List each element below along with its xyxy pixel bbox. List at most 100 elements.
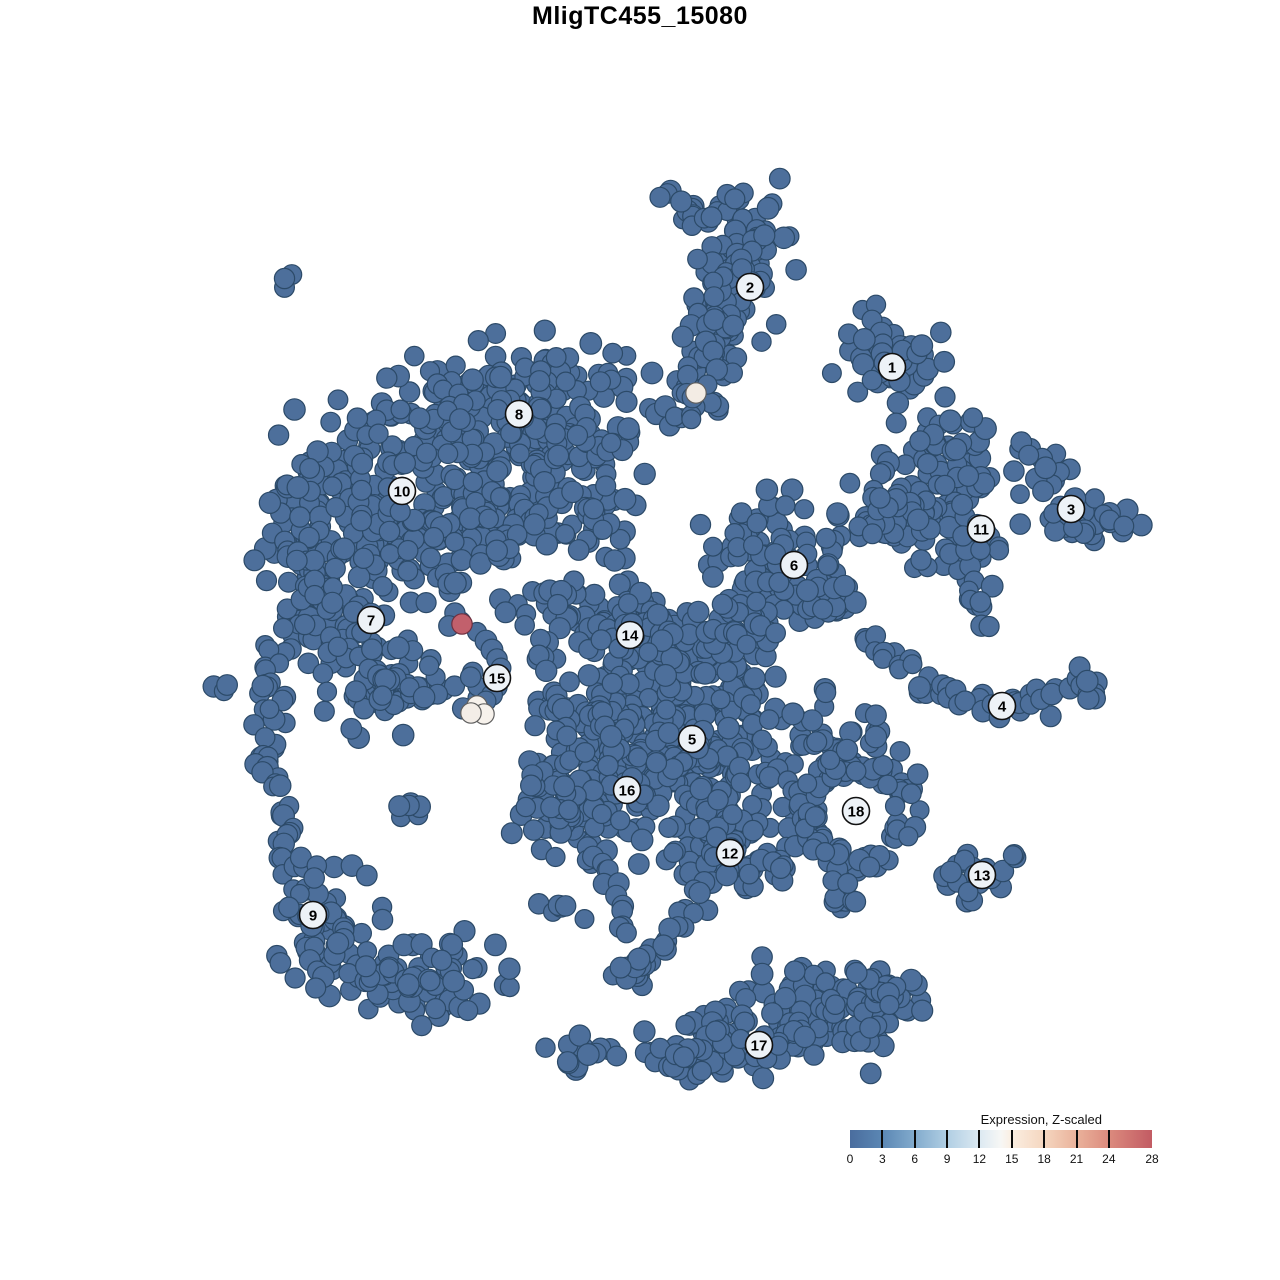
cluster-label-circle [877, 352, 907, 382]
data-point [294, 613, 316, 636]
data-point [1018, 444, 1040, 466]
data-point [751, 1067, 775, 1090]
data-point [872, 754, 894, 777]
cluster-label-circle [504, 399, 534, 429]
data-point [687, 248, 708, 270]
data-point [649, 186, 671, 208]
data-point [582, 498, 605, 520]
cluster-label-circle [966, 514, 996, 544]
data-point [462, 958, 483, 980]
data-point [722, 314, 745, 337]
data-point [647, 794, 670, 818]
data-point [415, 442, 438, 464]
data-point [351, 452, 374, 475]
data-point [756, 196, 780, 220]
data-point [554, 895, 577, 917]
data-point [553, 775, 576, 798]
data-point [957, 881, 979, 903]
data-point [499, 977, 520, 998]
data-point [954, 690, 976, 712]
data-point [556, 725, 578, 747]
data-point [379, 543, 400, 564]
data-point [902, 654, 923, 675]
colorbar-tick [978, 1130, 981, 1148]
data-point [579, 332, 603, 355]
data-point [351, 479, 373, 501]
colorbar-tick [1043, 1130, 1046, 1148]
data-point [755, 478, 779, 502]
data-point [610, 810, 631, 831]
data-point [371, 908, 394, 931]
data-point [785, 258, 807, 281]
data-point [583, 583, 606, 606]
cluster-label: 14 [615, 620, 645, 650]
data-point [746, 512, 768, 534]
data-point [917, 453, 939, 475]
data-point [844, 890, 867, 913]
data-point [640, 361, 664, 385]
data-point [344, 680, 367, 703]
data-point [500, 822, 523, 845]
data-point [487, 399, 509, 421]
data-point [602, 342, 624, 364]
data-point [900, 783, 922, 805]
data-point [566, 424, 589, 447]
data-point [568, 1024, 592, 1047]
colorbar-tick-label: 3 [879, 1152, 886, 1166]
data-point [615, 390, 638, 413]
data-point [478, 508, 499, 530]
data-point [547, 593, 569, 616]
data-point [672, 1046, 695, 1069]
data-point [703, 286, 725, 308]
data-point [617, 417, 640, 441]
data-point [597, 755, 619, 777]
data-point [734, 1011, 756, 1033]
data-point [297, 652, 320, 675]
cluster-label-circle [615, 620, 645, 650]
cluster-label-circle [356, 605, 386, 635]
data-point [633, 1020, 656, 1043]
data-point [707, 788, 729, 811]
cluster-label-text: 10 [394, 483, 411, 500]
data-point [770, 857, 792, 880]
data-point [494, 601, 517, 624]
data-point [978, 615, 1000, 638]
cluster-label: 10 [387, 476, 417, 506]
data-point [555, 523, 576, 544]
data-point [346, 407, 369, 429]
data-point [751, 331, 772, 352]
cluster-label-circle [387, 476, 417, 506]
data-point [800, 709, 824, 732]
data-point [544, 422, 566, 445]
data-point [451, 613, 473, 635]
data-point [378, 958, 399, 979]
data-point [305, 977, 327, 999]
data-point [457, 1000, 479, 1022]
cluster-label-circle [967, 860, 997, 890]
colorbar-tick [881, 1130, 884, 1148]
data-point [826, 502, 849, 525]
colorbar-tick-label: 9 [943, 1152, 951, 1166]
data-point [498, 957, 521, 980]
data-point [408, 407, 431, 430]
data-point [815, 681, 837, 704]
colorbar-tick-labels: 0 3 6 9 12 15 18 21 24 28 [847, 1152, 1159, 1168]
data-point [889, 741, 911, 762]
data-point [556, 1051, 579, 1073]
cluster-label-circle [987, 691, 1017, 721]
data-point [859, 1062, 882, 1085]
data-point [486, 460, 509, 483]
data-point [430, 949, 453, 971]
data-point [299, 457, 321, 479]
data-point [858, 856, 881, 878]
data-point [815, 841, 836, 862]
data-point [864, 704, 887, 727]
data-point [703, 308, 726, 331]
data-point [652, 934, 675, 957]
data-point [740, 694, 761, 715]
data-point [441, 933, 464, 956]
data-point [387, 636, 410, 660]
data-point [764, 665, 787, 688]
data-point [689, 513, 712, 536]
colorbar-tick-label: 6 [911, 1152, 919, 1166]
